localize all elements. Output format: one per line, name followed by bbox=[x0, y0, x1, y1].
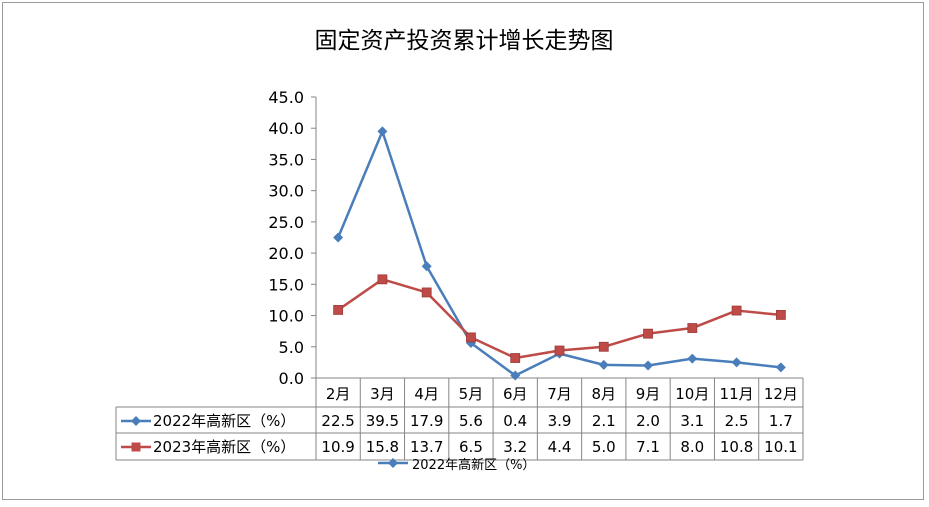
table-value-cell: 1.7 bbox=[769, 412, 793, 430]
legend-bottom-label: 2022年高新区（%） bbox=[412, 457, 536, 473]
x-category-label: 7月 bbox=[547, 385, 572, 403]
data-point-diamond bbox=[775, 362, 786, 373]
data-point-square bbox=[775, 310, 786, 320]
y-tick-label: 40.0 bbox=[268, 119, 304, 138]
table-value-cell: 15.8 bbox=[366, 438, 399, 456]
table-value-cell: 10.8 bbox=[720, 438, 753, 456]
table-series-name: 2022年高新区（%） bbox=[153, 412, 295, 430]
data-point-square bbox=[643, 328, 653, 339]
x-category-label: 9月 bbox=[636, 385, 661, 403]
data-point-diamond bbox=[687, 353, 698, 364]
y-tick-label: 10.0 bbox=[268, 307, 304, 326]
data-point-diamond bbox=[731, 357, 742, 368]
data-point-diamond bbox=[333, 232, 344, 243]
y-tick-label: 5.0 bbox=[279, 338, 304, 357]
x-category-label: 8月 bbox=[591, 385, 616, 403]
data-point-diamond bbox=[643, 360, 654, 371]
series-line-1 bbox=[336, 130, 782, 377]
table-value-cell: 5.0 bbox=[592, 438, 616, 456]
y-tick-label: 30.0 bbox=[268, 182, 304, 201]
table-value-cell: 3.2 bbox=[503, 438, 527, 456]
y-tick-label: 45.0 bbox=[268, 88, 304, 107]
table-value-cell: 22.5 bbox=[321, 412, 354, 430]
data-point-diamond bbox=[421, 261, 432, 272]
data-point-square bbox=[377, 274, 388, 285]
data-point-square bbox=[598, 341, 609, 352]
table-value-cell: 10.1 bbox=[764, 438, 797, 456]
x-category-label: 2月 bbox=[326, 385, 351, 403]
y-tick-label: 35.0 bbox=[268, 150, 304, 169]
y-tick-label: 15.0 bbox=[268, 275, 304, 294]
data-point-square bbox=[421, 287, 432, 298]
table-value-cell: 2.1 bbox=[592, 412, 616, 430]
table-value-cell: 7.1 bbox=[636, 438, 660, 456]
x-category-label: 12月 bbox=[764, 385, 798, 403]
table-value-cell: 2.5 bbox=[725, 412, 749, 430]
data-point-square bbox=[731, 305, 742, 316]
table-value-cell: 13.7 bbox=[410, 438, 443, 456]
table-series-name: 2023年高新区（%） bbox=[153, 438, 295, 456]
x-category-label: 3月 bbox=[370, 385, 395, 403]
table-value-cell: 4.4 bbox=[548, 438, 572, 456]
chart-title: 固定资产投资累计增长走势图 bbox=[314, 28, 614, 54]
table-value-cell: 17.9 bbox=[410, 412, 443, 430]
legend-bottom: 2022年高新区（%） bbox=[378, 455, 536, 473]
data-point-diamond bbox=[598, 359, 609, 370]
data-point-diamond bbox=[510, 370, 521, 381]
table-legend-key-marker bbox=[131, 442, 141, 452]
y-tick-label: 25.0 bbox=[268, 213, 304, 232]
y-tick-label: 20.0 bbox=[268, 244, 304, 263]
table-value-cell: 8.0 bbox=[680, 438, 704, 456]
table-value-cell: 3.9 bbox=[548, 412, 572, 430]
table-value-cell: 6.5 bbox=[459, 438, 483, 456]
legend-line-icon bbox=[378, 458, 408, 468]
table-value-cell: 2.0 bbox=[636, 412, 660, 430]
data-point-square bbox=[687, 323, 698, 333]
data-point-square bbox=[333, 305, 344, 315]
data-point-square bbox=[466, 332, 476, 343]
x-category-label: 11月 bbox=[720, 385, 754, 403]
table-value-cell: 5.6 bbox=[459, 412, 483, 430]
x-category-label: 4月 bbox=[414, 385, 439, 403]
x-category-label: 10月 bbox=[675, 385, 709, 403]
data-point-diamond bbox=[377, 126, 388, 137]
x-category-label: 5月 bbox=[459, 385, 484, 403]
table-value-cell: 39.5 bbox=[366, 412, 399, 430]
x-category-label: 6月 bbox=[503, 385, 528, 403]
table-value-cell: 10.9 bbox=[321, 438, 354, 456]
data-point-square bbox=[554, 345, 565, 356]
chart-frame: 固定资产投资累计增长走势图 bbox=[2, 2, 924, 500]
data-point-square bbox=[510, 353, 521, 363]
table-value-cell: 0.4 bbox=[503, 412, 527, 430]
table-legend-key-marker bbox=[131, 416, 141, 426]
y-tick-label: 0.0 bbox=[279, 369, 304, 388]
table-value-cell: 3.1 bbox=[680, 412, 704, 430]
